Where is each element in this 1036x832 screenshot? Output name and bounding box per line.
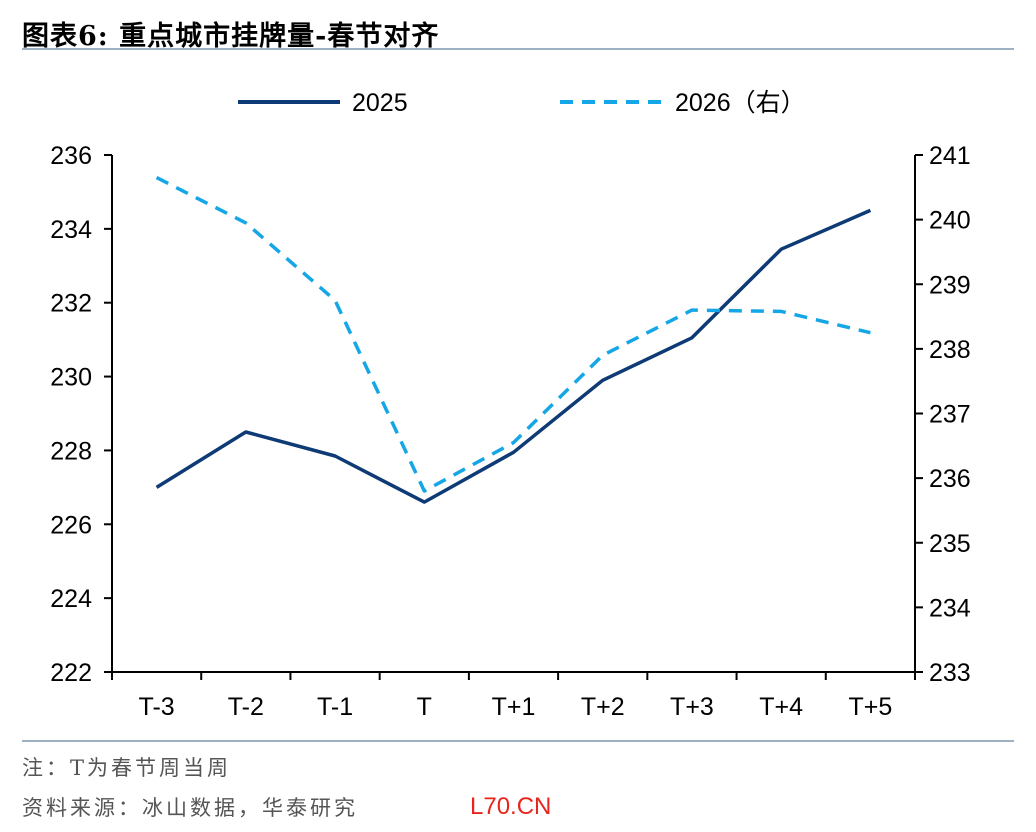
series-lines (155, 176, 872, 504)
source-note: 资料来源：冰山数据，华泰研究 (22, 796, 358, 820)
left-tick-label: 230 (50, 364, 92, 392)
right-tick-label: 241 (929, 142, 971, 170)
legend-label-2: 2026（右） (675, 89, 806, 117)
x-tick-label: T+3 (670, 693, 714, 721)
left-tick-label: 236 (50, 142, 92, 170)
legend-label-1: 2025 (352, 89, 408, 117)
x-tick-label: T-2 (228, 693, 264, 721)
x-tick-label: T+4 (759, 693, 803, 721)
axes: 222 224 226 228 230 232 234 236 233 234 235 236 237 2… (50, 142, 971, 721)
top-divider (22, 48, 1014, 50)
footnote: 注：T为春节周当周 (22, 756, 232, 780)
x-tick-label: T-1 (317, 693, 353, 721)
left-tick-label: 228 (50, 437, 92, 465)
x-tick-label: T+5 (848, 693, 892, 721)
watermark: L70.CN (470, 793, 552, 820)
right-tick-label: 238 (929, 336, 971, 364)
right-tick-label: 235 (929, 530, 971, 558)
right-tick-label: 234 (929, 594, 971, 622)
left-tick-label: 226 (50, 511, 92, 539)
left-tick-label: 234 (50, 216, 92, 244)
x-tick-label: T-3 (139, 693, 175, 721)
series-line-1 (155, 208, 872, 504)
line-chart: 2025 2026（右） 2222242262282302322342362332… (50, 89, 971, 721)
right-tick-label: 239 (929, 271, 971, 299)
x-tick-label: T+1 (492, 693, 536, 721)
left-tick-label: 224 (50, 585, 92, 613)
left-tick-label: 222 (50, 659, 92, 687)
series-line-2 (155, 176, 871, 493)
legend: 2025 2026（右） (238, 89, 806, 117)
chart-title: 图表6: 重点城市挂牌量-春节对齐 (22, 21, 440, 52)
right-tick-label: 237 (929, 401, 971, 429)
x-tick-label: T+2 (581, 693, 625, 721)
right-tick-label: 236 (929, 465, 971, 493)
right-tick-label: 240 (929, 207, 971, 235)
left-tick-label: 232 (50, 290, 92, 318)
x-tick-label: T (417, 693, 432, 721)
right-tick-label: 233 (929, 659, 971, 687)
bottom-divider (22, 740, 1014, 742)
